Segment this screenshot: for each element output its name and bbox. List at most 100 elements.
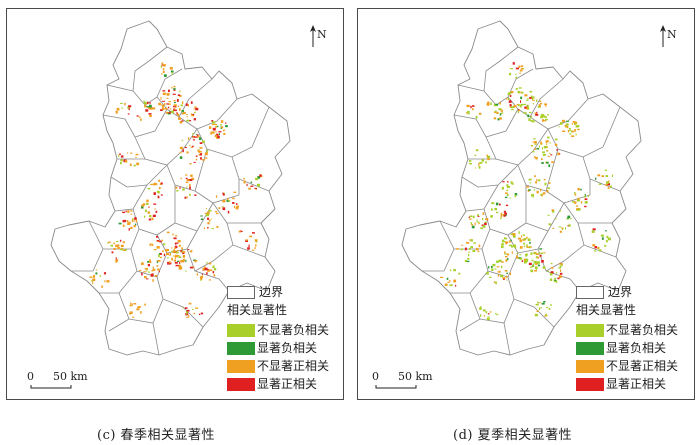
correlation-pixel <box>493 117 497 120</box>
correlation-pixel <box>567 129 569 133</box>
correlation-pixel <box>482 225 486 228</box>
correlation-pixel <box>186 186 188 188</box>
correlation-pixel <box>235 203 238 205</box>
correlation-pixel <box>486 317 490 321</box>
correlation-pixel <box>189 120 192 122</box>
correlation-pixel <box>522 238 525 241</box>
correlation-pixel <box>197 149 200 152</box>
correlation-pixel <box>249 235 253 238</box>
correlation-pixel <box>509 197 511 199</box>
correlation-pixel <box>547 187 550 190</box>
correlation-pixel <box>152 279 154 282</box>
correlation-pixel <box>527 114 530 118</box>
correlation-pixel <box>162 92 166 96</box>
correlation-pixel <box>544 116 547 118</box>
legend-label: 显著负相关 <box>257 341 318 355</box>
correlation-pixel <box>587 195 589 197</box>
correlation-pixel <box>257 176 261 179</box>
correlation-pixel <box>523 242 525 245</box>
north-arrow: N <box>658 23 680 49</box>
correlation-pixel <box>214 134 217 138</box>
correlation-pixel <box>503 214 506 217</box>
correlation-pixel <box>154 208 156 210</box>
correlation-pixel <box>487 158 490 161</box>
correlation-pixel <box>171 110 174 114</box>
correlation-pixel <box>506 98 508 100</box>
correlation-pixel <box>512 62 515 65</box>
correlation-pixel <box>222 207 226 211</box>
correlation-pixel <box>153 192 156 195</box>
correlation-pixel <box>140 118 142 121</box>
correlation-pixel <box>144 104 147 108</box>
correlation-pixel <box>467 242 470 244</box>
correlation-pixel <box>523 245 526 248</box>
correlation-pixel <box>199 147 203 149</box>
correlation-pixel <box>156 260 159 264</box>
scale-distance: 50 km <box>398 370 433 383</box>
correlation-pixel <box>498 259 502 263</box>
correlation-pixel <box>174 251 177 253</box>
correlation-pixel <box>119 153 121 155</box>
correlation-pixel <box>548 307 551 310</box>
correlation-pixel <box>562 119 565 123</box>
correlation-pixel <box>536 178 538 182</box>
correlation-pixel <box>173 237 177 240</box>
correlation-pixel <box>172 106 176 108</box>
correlation-pixel <box>199 142 203 144</box>
correlation-pixel <box>195 155 198 157</box>
correlation-pixel <box>574 129 577 132</box>
correlation-pixel <box>110 244 113 247</box>
correlation-pixel <box>128 221 131 224</box>
correlation-pixel <box>535 114 539 116</box>
swatch-sig-positive <box>576 378 604 391</box>
correlation-pixel <box>131 303 133 306</box>
correlation-pixel <box>480 306 482 309</box>
correlation-pixel <box>518 87 522 89</box>
correlation-pixel <box>256 183 261 187</box>
correlation-pixel <box>513 244 516 247</box>
correlation-pixel <box>584 198 588 201</box>
correlation-pixel <box>180 250 183 253</box>
correlation-pixel <box>161 105 164 108</box>
correlation-pixel <box>594 249 596 252</box>
correlation-pixel <box>149 243 152 246</box>
correlation-pixel <box>514 194 516 198</box>
correlation-pixel <box>135 219 138 223</box>
legend-title: 相关显著性 <box>227 303 288 317</box>
correlation-pixel <box>172 93 176 95</box>
correlation-pixel <box>215 126 218 128</box>
correlation-pixel <box>198 154 201 156</box>
correlation-pixel <box>444 283 448 286</box>
correlation-pixel <box>559 272 563 275</box>
correlation-pixel <box>464 259 468 263</box>
correlation-pixel <box>236 205 239 208</box>
correlation-pixel <box>504 251 506 254</box>
correlation-pixel <box>122 224 125 227</box>
correlation-pixel <box>534 266 538 269</box>
swatch-sig-negative <box>576 342 604 355</box>
region-outline-path <box>50 20 291 356</box>
correlation-pixel <box>162 250 164 253</box>
correlation-pixel <box>206 212 210 215</box>
correlation-pixel <box>189 186 191 190</box>
correlation-pixel <box>506 189 509 192</box>
correlation-pixel <box>584 205 587 208</box>
district-line <box>130 228 158 278</box>
correlation-pixel <box>453 269 456 272</box>
correlation-pixel <box>162 90 166 92</box>
correlation-pixel <box>222 192 225 194</box>
correlation-pixel <box>577 188 580 191</box>
correlation-pixel <box>554 138 558 141</box>
correlation-pixel <box>182 258 185 261</box>
correlation-pixel <box>176 189 179 192</box>
correlation-pixel <box>173 259 177 262</box>
correlation-pixel <box>141 206 144 209</box>
correlation-pixel <box>518 237 521 240</box>
correlation-pixel <box>106 280 110 283</box>
correlation-pixel <box>179 108 181 111</box>
correlation-pixel <box>488 266 490 269</box>
district-line <box>483 46 519 92</box>
correlation-pixel <box>526 246 530 248</box>
correlation-pixel <box>534 141 537 144</box>
correlation-pixel <box>506 279 508 281</box>
